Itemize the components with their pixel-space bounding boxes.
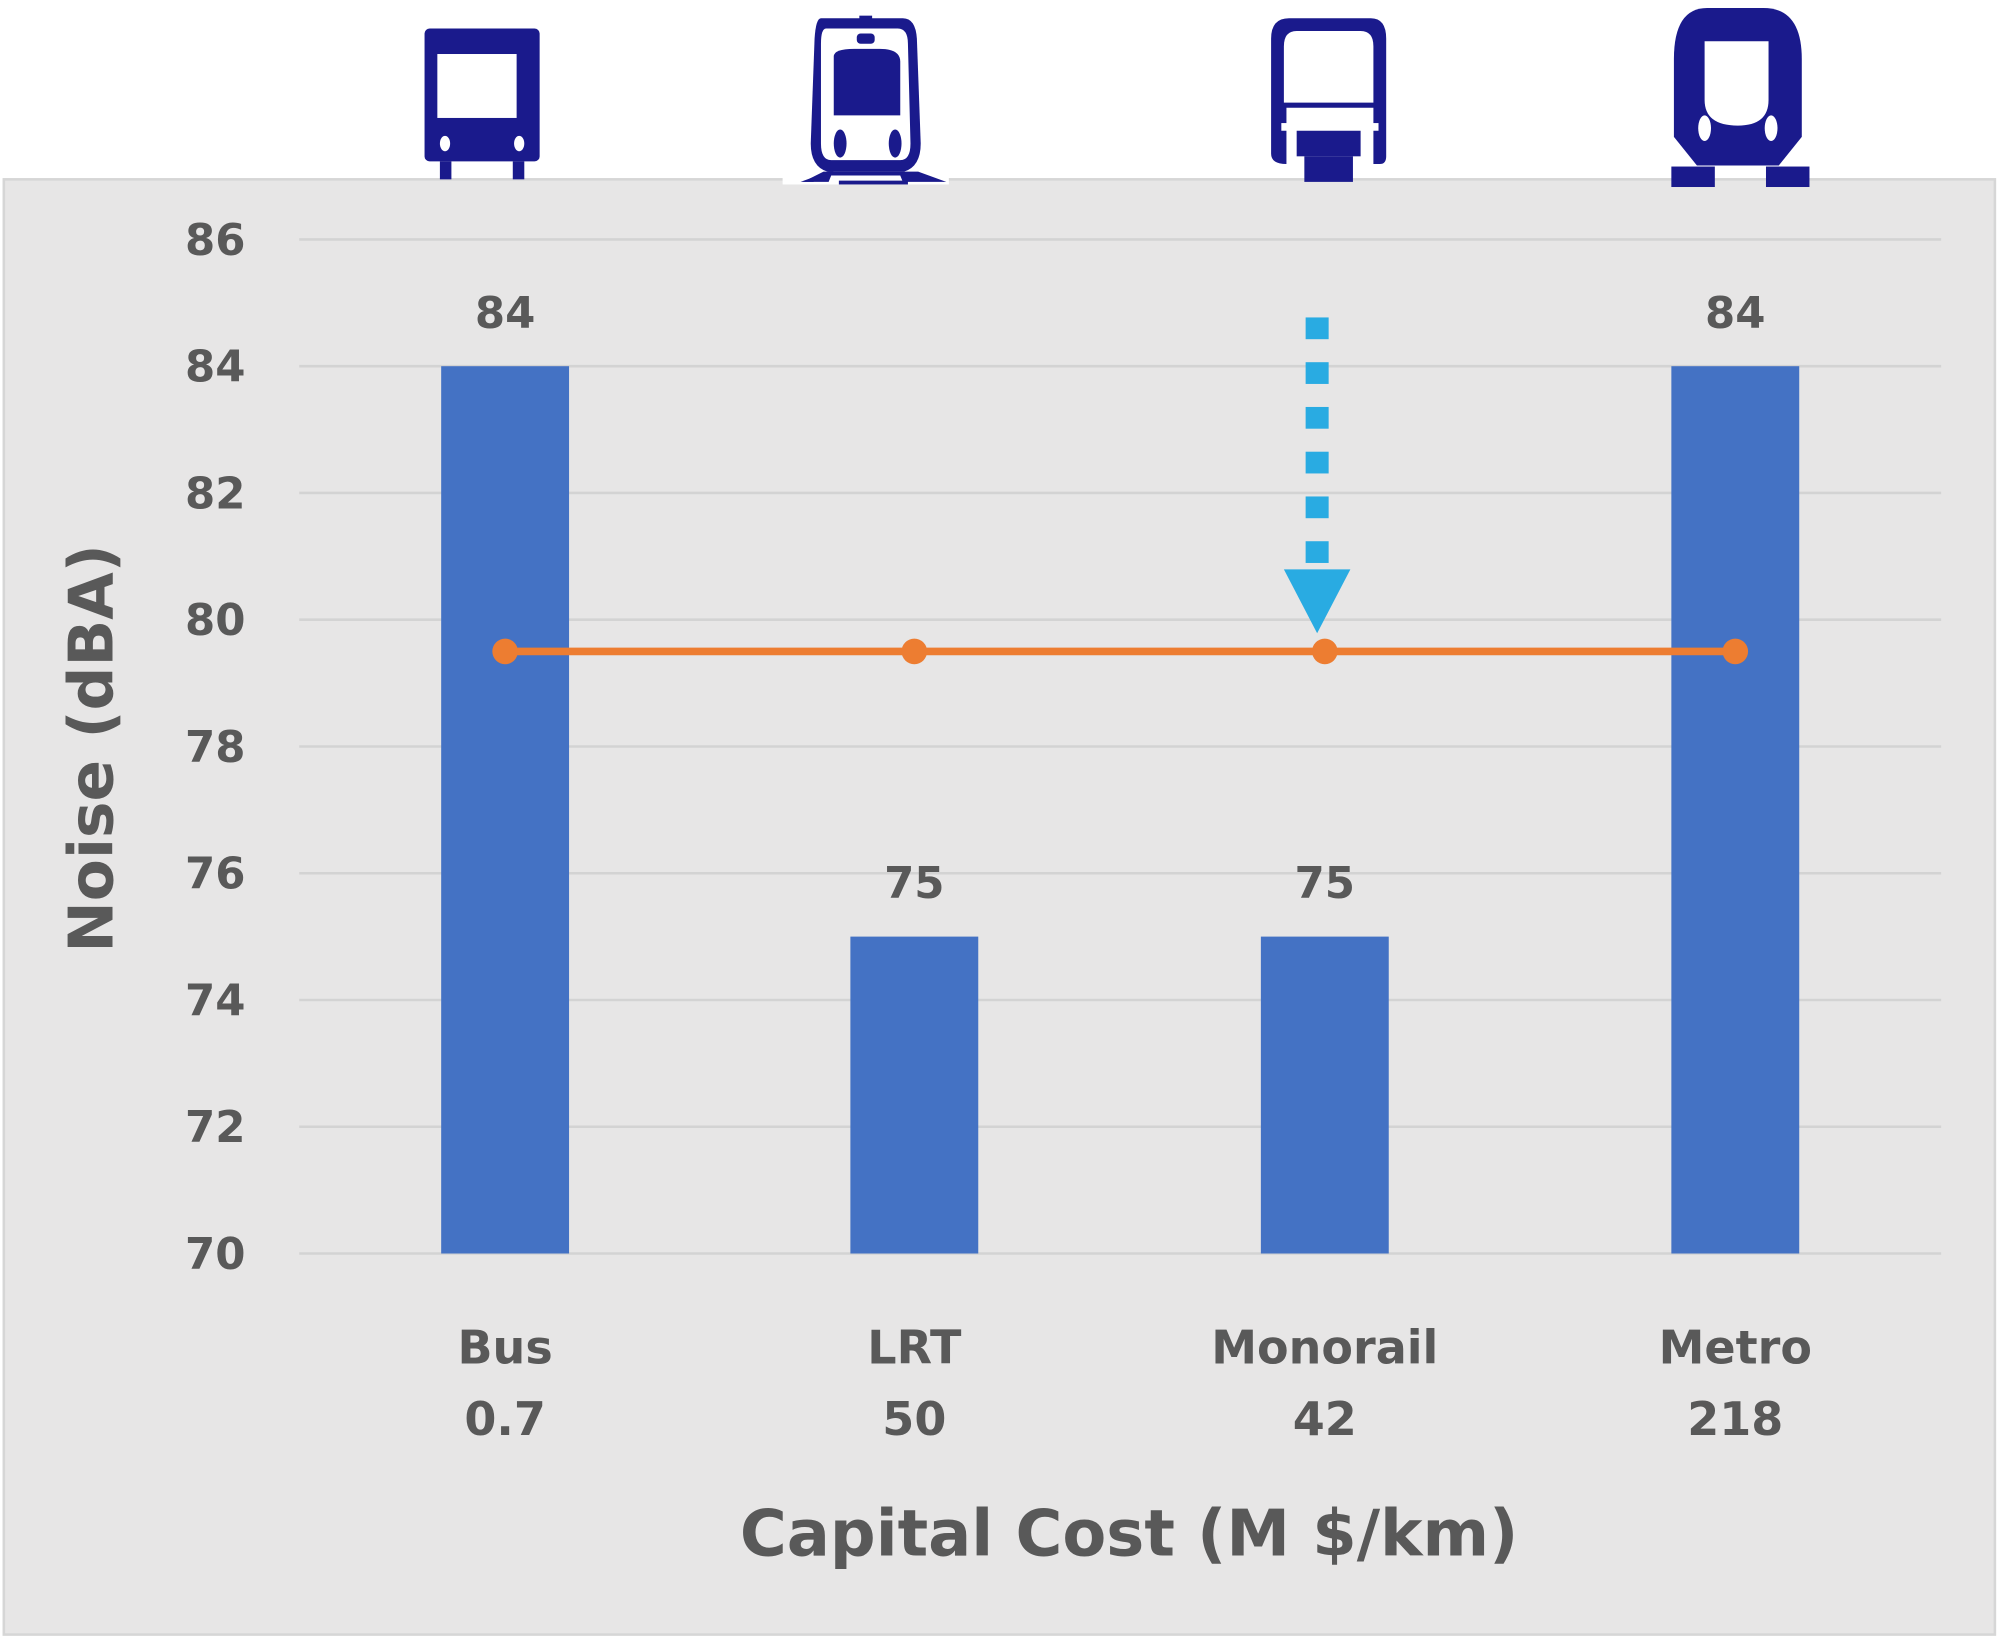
bar-lrt <box>850 936 979 1254</box>
y-tick-label: 74 <box>185 976 246 1026</box>
data-label: 84 <box>1705 289 1766 339</box>
y-tick-label: 84 <box>185 343 246 393</box>
arrow-dash <box>1305 406 1329 429</box>
y-tick-label: 78 <box>185 723 246 773</box>
metro-train-icon <box>1671 7 1810 188</box>
bar-monorail <box>1260 936 1389 1254</box>
data-label: 75 <box>884 859 945 909</box>
x-category-label: Monorail <box>1211 1320 1438 1374</box>
monorail-icon <box>1271 18 1387 182</box>
line-point <box>492 638 518 665</box>
data-label: 75 <box>1295 859 1356 909</box>
y-axis-title: Noise (dBA) <box>57 544 128 952</box>
arrow-dash <box>1305 541 1329 563</box>
line-point <box>901 638 928 665</box>
y-tick-label: 86 <box>185 216 246 266</box>
y-tick-label: 72 <box>185 1103 246 1153</box>
data-label: 84 <box>475 289 535 339</box>
line-point <box>1312 638 1338 665</box>
bar-bus <box>441 366 570 1254</box>
x-category-cost: 218 <box>1687 1392 1783 1446</box>
y-tick-label: 70 <box>185 1230 246 1280</box>
arrow-dash <box>1305 362 1329 384</box>
y-tick-label: 76 <box>185 850 246 900</box>
arrow-head <box>1283 569 1351 634</box>
x-category-label: Metro <box>1659 1320 1812 1374</box>
x-category-label: LRT <box>867 1320 962 1374</box>
x-category-cost: 42 <box>1293 1392 1357 1446</box>
x-axis-title: Capital Cost (M $/km) <box>740 1497 1519 1571</box>
arrow-dash <box>1305 496 1329 519</box>
line-point <box>1722 638 1749 665</box>
x-category-cost: 50 <box>882 1392 946 1446</box>
lrt-train-icon <box>782 15 949 185</box>
y-tick-label: 80 <box>185 596 246 646</box>
x-category-label: Bus <box>457 1320 552 1374</box>
x-category-cost: 0.7 <box>464 1392 546 1446</box>
arrow-dash <box>1305 451 1329 474</box>
y-tick-label: 82 <box>185 469 246 519</box>
arrow-dash <box>1305 317 1329 340</box>
plot-panel <box>2 178 1997 1636</box>
annotation-arrow <box>1283 317 1351 634</box>
bus-icon <box>424 28 540 180</box>
bar-metro <box>1671 366 1800 1254</box>
